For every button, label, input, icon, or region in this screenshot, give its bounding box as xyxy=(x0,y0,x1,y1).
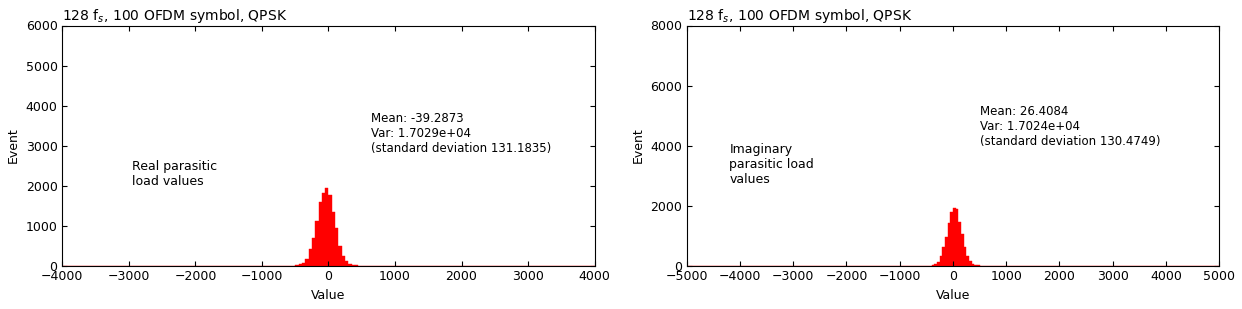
Bar xyxy=(339,246,342,266)
Bar xyxy=(966,256,969,266)
Bar xyxy=(302,263,306,266)
Bar xyxy=(345,261,349,266)
Bar xyxy=(971,264,974,266)
Bar xyxy=(945,237,948,266)
Bar xyxy=(940,256,943,266)
Bar xyxy=(322,193,325,266)
Bar xyxy=(936,262,940,266)
Bar xyxy=(950,212,953,266)
Text: 128 f$_{s}$, 100 OFDM symbol, QPSK: 128 f$_{s}$, 100 OFDM symbol, QPSK xyxy=(62,7,288,25)
Bar xyxy=(296,265,298,266)
X-axis label: Value: Value xyxy=(935,289,970,302)
Bar xyxy=(974,265,977,266)
Bar xyxy=(934,264,936,266)
Text: Mean: -39.2873
Var: 1.7029e+04
(standard deviation 131.1835): Mean: -39.2873 Var: 1.7029e+04 (standard… xyxy=(371,112,551,155)
Bar xyxy=(953,208,955,266)
Bar xyxy=(342,256,345,266)
Bar xyxy=(959,222,961,266)
Bar xyxy=(318,202,322,266)
Bar xyxy=(315,221,318,266)
Text: Mean: 26.4084
Var: 1.7024e+04
(standard deviation 130.4749): Mean: 26.4084 Var: 1.7024e+04 (standard … xyxy=(980,105,1160,148)
Y-axis label: Event: Event xyxy=(7,128,20,163)
Bar xyxy=(964,248,966,266)
Bar xyxy=(961,234,964,266)
Bar xyxy=(308,249,312,266)
Bar xyxy=(349,264,351,266)
Bar xyxy=(335,228,339,266)
Text: Imaginary
parasitic load
values: Imaginary parasitic load values xyxy=(729,143,815,186)
Bar xyxy=(312,239,315,266)
Bar xyxy=(351,265,355,266)
Bar xyxy=(969,261,971,266)
Bar xyxy=(932,265,934,266)
Bar xyxy=(328,195,332,266)
Bar xyxy=(948,223,950,266)
Bar xyxy=(306,259,308,266)
Bar xyxy=(943,248,945,266)
Text: 128 f$_{s}$, 100 OFDM symbol, QPSK: 128 f$_{s}$, 100 OFDM symbol, QPSK xyxy=(687,7,912,25)
Bar xyxy=(332,212,335,266)
Text: Real parasitic
load values: Real parasitic load values xyxy=(132,160,216,188)
Y-axis label: Event: Event xyxy=(631,128,645,163)
X-axis label: Value: Value xyxy=(312,289,345,302)
Bar xyxy=(325,188,328,266)
Bar xyxy=(298,264,302,266)
Bar xyxy=(955,209,959,266)
